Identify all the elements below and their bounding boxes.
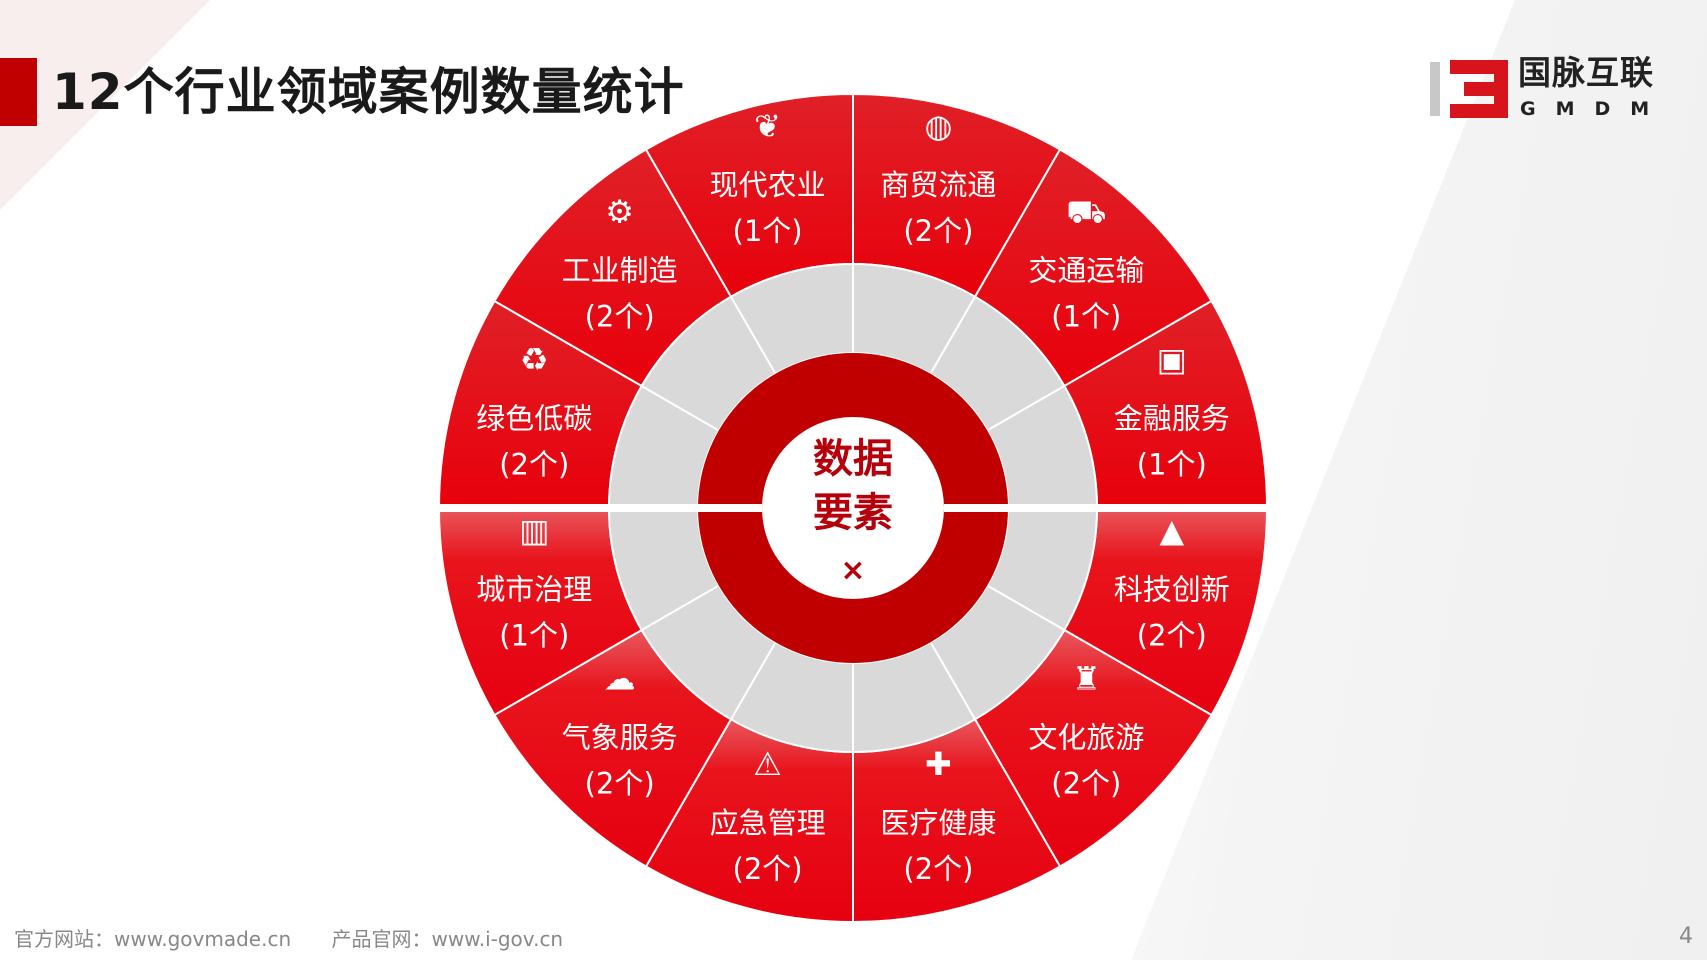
segment-count: (1个) (1051, 300, 1121, 334)
globe-icon: ◍ (924, 107, 952, 145)
segment-name: 应急管理 (710, 806, 826, 840)
segment-label-8: ⚙ 工业制造 (2个) (562, 193, 678, 334)
segment-count: (2个) (499, 448, 569, 482)
segment-label-12: ▣ 金融服务 (1个) (1114, 341, 1230, 482)
segment-name: 气象服务 (562, 720, 678, 754)
segment-count: (2个) (903, 852, 973, 886)
segment-count: (2个) (733, 852, 803, 886)
segment-count: (2个) (1137, 618, 1207, 652)
segment-name: 现代农业 (710, 168, 826, 202)
segment-name: 金融服务 (1114, 402, 1230, 436)
segment-label-11: ⛟ 交通运输 (1个) (1028, 193, 1144, 334)
center-text-line1: 数据 (813, 436, 893, 482)
logo: 国脉互联 GMDM (1428, 54, 1698, 124)
segment-label-1: ▲ 科技创新 (2个) (1114, 511, 1230, 652)
center-disc (762, 417, 944, 599)
title-accent-bar (0, 58, 37, 126)
segment-count: (1个) (1137, 448, 1207, 482)
segment-label-9: ❦ 现代农业 (1个) (710, 107, 826, 248)
page-title: 12个行业领域案例数量统计 (52, 63, 685, 121)
logo-gray-bar (1430, 62, 1440, 116)
segment-count: (1个) (499, 618, 569, 652)
logo-text-en: GMDM (1520, 98, 1670, 120)
weather-icon: ☁ (604, 659, 636, 697)
segment-count: (1个) (733, 214, 803, 248)
footer-site: 官方网站：www.govmade.cn (14, 927, 292, 951)
center-symbol: × (840, 553, 865, 588)
segment-name: 工业制造 (562, 254, 678, 288)
divider-right (944, 504, 1016, 512)
segment-name: 商贸流通 (880, 168, 996, 202)
page-number: 4 (1679, 924, 1693, 949)
gear-wrench-icon: ⚙ (605, 193, 634, 231)
segment-name: 绿色低碳 (476, 402, 592, 436)
segment-count: (2个) (585, 300, 655, 334)
segment-label-2: ♜ 文化旅游 (2个) (1028, 659, 1144, 800)
segment-label-5: ☁ 气象服务 (2个) (562, 659, 678, 800)
segment-label-6: ▥ 城市治理 (1个) (476, 511, 592, 652)
segment-count: (2个) (1051, 766, 1121, 800)
logo-mark-icon (1450, 60, 1508, 118)
segment-label-3: ✚ 医疗健康 (2个) (880, 745, 996, 886)
segment-count: (2个) (903, 214, 973, 248)
logo-text-cn: 国脉互联 (1518, 54, 1654, 92)
segment-name: 科技创新 (1114, 572, 1230, 606)
segment-label-10: ◍ 商贸流通 (2个) (880, 107, 996, 248)
recycle-bag-icon: ♻ (520, 341, 549, 379)
truck-icon: ⛟ (1066, 193, 1106, 231)
segment-count: (2个) (585, 766, 655, 800)
segment-name: 医疗健康 (880, 806, 996, 840)
segment-name: 交通运输 (1028, 254, 1144, 288)
wheat-icon: ❦ (754, 107, 781, 145)
segment-label-7: ♻ 绿色低碳 (2个) (476, 341, 592, 482)
alarm-light-icon: ⚠ (753, 745, 782, 783)
footer-product: 产品官网：www.i-gov.cn (331, 927, 564, 951)
rocket-icon: ▲ (1159, 511, 1184, 549)
city-buildings-icon: ▥ (519, 511, 549, 549)
footer: 官方网站：www.govmade.cn 产品官网：www.i-gov.cn (14, 926, 597, 952)
divider-left (690, 504, 762, 512)
center-text-line2: 要素 (813, 490, 893, 536)
tower-icon: ♜ (1072, 659, 1101, 697)
segment-name: 文化旅游 (1028, 720, 1144, 754)
medical-icon: ✚ (925, 745, 952, 783)
segment-label-4: ⚠ 应急管理 (2个) (710, 745, 826, 886)
segment-name: 城市治理 (476, 572, 592, 606)
wallet-icon: ▣ (1157, 341, 1187, 379)
